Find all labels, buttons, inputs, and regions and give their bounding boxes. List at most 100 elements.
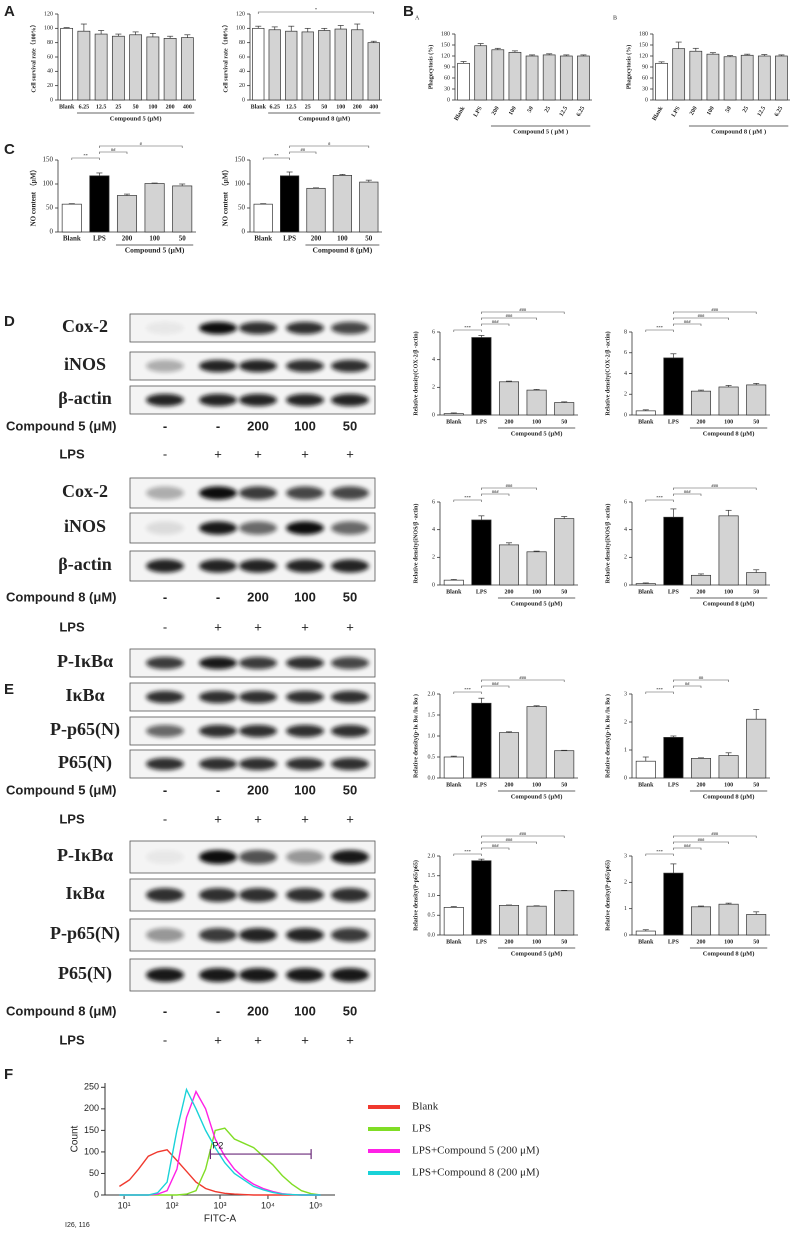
bar — [498, 381, 520, 416]
y-tick-label: 1.5 — [428, 873, 436, 879]
x-tick-label: 50 — [321, 104, 327, 110]
x-tick-label: 200 — [491, 106, 501, 117]
bar — [559, 55, 573, 101]
significance-bracket — [673, 323, 702, 326]
significance-bracket — [262, 157, 290, 160]
bar — [163, 38, 177, 101]
x-tick-label: Blank — [454, 105, 467, 122]
significance-label: ### — [492, 843, 500, 848]
error-bar — [753, 911, 760, 915]
significance-label: ** — [274, 153, 279, 158]
dose-label: 50 — [343, 418, 357, 433]
y-tick-label: 90 — [444, 64, 450, 70]
significance-bracket — [481, 841, 537, 844]
bar — [471, 860, 492, 936]
blot-band — [199, 656, 237, 670]
blot-band — [239, 849, 277, 865]
significance-bracket — [99, 151, 128, 154]
x-axis-label: Compound 8 (μM) — [298, 115, 350, 122]
lps-label: LPS — [59, 446, 85, 461]
y-tick-label: 50 — [46, 204, 54, 212]
significance-label: ## — [699, 675, 704, 680]
error-bar — [286, 171, 293, 176]
bar — [706, 53, 720, 101]
error-bar — [450, 412, 457, 414]
blot-band — [286, 849, 324, 865]
x-tick-label: 200 — [505, 589, 514, 595]
blot-band — [199, 849, 237, 865]
bar — [690, 758, 712, 779]
significance-label: *** — [656, 849, 664, 854]
error-bar — [450, 579, 457, 581]
x-tick-label: 25 — [115, 104, 121, 110]
legend-label: LPS — [412, 1123, 431, 1135]
y-tick-label: 80 — [239, 40, 245, 46]
bar — [301, 31, 314, 101]
x-tick-label: Blank — [59, 104, 75, 110]
x-tick-label: LPS — [476, 419, 488, 425]
bar — [663, 737, 684, 779]
x-tick-label: 200 — [122, 235, 133, 243]
error-bar — [753, 569, 760, 573]
error-bar — [506, 731, 512, 733]
error-bar — [337, 25, 344, 30]
blot-band — [331, 321, 369, 335]
error-bar — [506, 542, 512, 545]
blot-band — [239, 559, 277, 573]
bar — [471, 702, 492, 779]
blot-band — [239, 521, 277, 535]
bar — [77, 30, 91, 101]
error-bar — [529, 54, 536, 56]
x-tick-label: LPS — [671, 105, 682, 118]
y-tick-label: 4 — [624, 527, 627, 533]
error-bar — [477, 43, 484, 46]
legend-label: LPS+Compound 8 (200 μM) — [412, 1167, 540, 1179]
bar — [740, 54, 754, 101]
error-bar — [478, 335, 485, 338]
blot-row-label: IκBα — [65, 685, 104, 705]
blot-band — [146, 359, 184, 373]
y-tick-label: 100 — [43, 180, 54, 188]
bar — [94, 33, 108, 101]
blot-band — [239, 359, 277, 373]
blot-band — [286, 321, 324, 335]
error-bar — [658, 61, 665, 64]
x-tick-label: Blank — [638, 939, 654, 945]
significance-label: # — [140, 141, 143, 146]
x-tick-label: 50 — [561, 782, 567, 788]
y-tick-label: 2 — [624, 880, 627, 886]
x-tick-label: 10⁴ — [261, 1200, 275, 1210]
blot-band — [239, 486, 277, 500]
significance-bracket — [481, 685, 510, 688]
blot-row-label: iNOS — [64, 516, 106, 536]
histogram-line — [119, 1127, 321, 1196]
y-tick-label: 2.0 — [428, 853, 436, 859]
y-tick-label: 0.0 — [428, 775, 436, 781]
x-tick-label: Blank — [638, 419, 654, 425]
error-bar — [460, 61, 467, 64]
x-tick-label: Blank — [254, 235, 272, 243]
bar — [443, 906, 464, 936]
x-tick-label: 100 — [508, 106, 518, 117]
error-bar — [184, 34, 191, 38]
x-axis-label: Compound 8 ( μM ) — [711, 128, 766, 135]
x-tick-label: Blank — [251, 104, 267, 110]
blot-band — [199, 559, 237, 573]
x-tick-label: 50 — [753, 589, 759, 595]
blot-band — [286, 486, 324, 500]
error-bar — [271, 26, 278, 30]
y-tick-label: 4 — [624, 371, 627, 377]
panel-label: C — [4, 141, 15, 158]
lps-sign: + — [301, 619, 309, 634]
dose-label: 200 — [247, 782, 269, 797]
panel-label: F — [4, 1066, 13, 1083]
significance-label: ### — [506, 313, 514, 318]
blot-band — [331, 656, 369, 670]
error-bar — [561, 516, 568, 519]
legend-label: Blank — [412, 1101, 439, 1113]
x-tick-label: 200 — [166, 104, 175, 110]
error-bar — [675, 41, 682, 49]
y-tick-label: 0 — [242, 228, 246, 236]
blot-band — [331, 967, 369, 983]
lps-sign: + — [214, 1032, 222, 1047]
